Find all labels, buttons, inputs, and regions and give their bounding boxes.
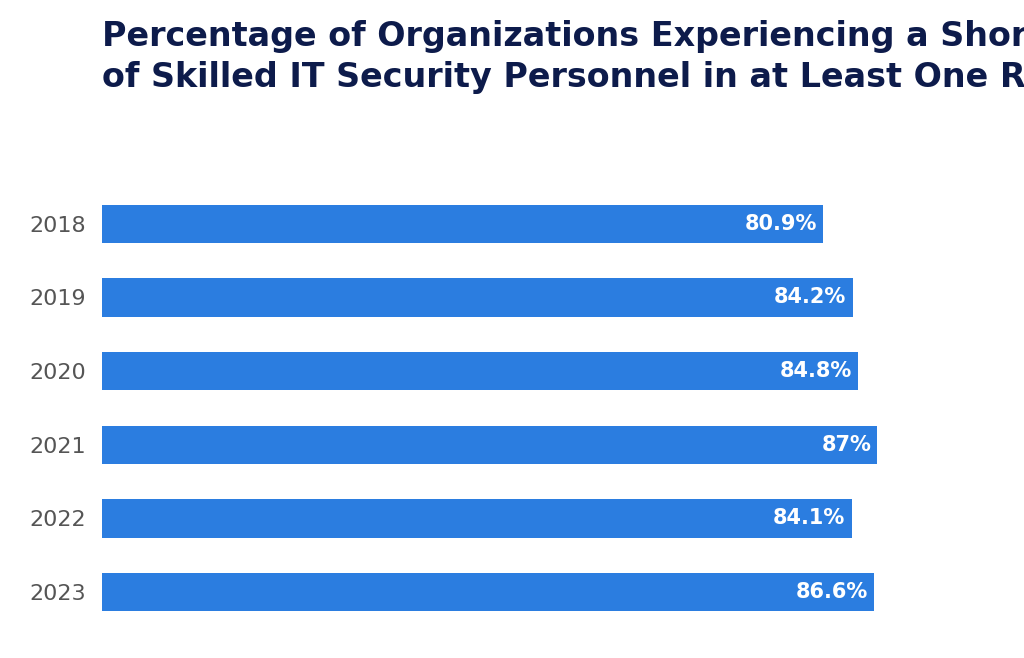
Text: 84.1%: 84.1% [773, 509, 846, 528]
Text: 80.9%: 80.9% [744, 214, 817, 234]
Text: 84.2%: 84.2% [774, 288, 846, 307]
Bar [102, 573, 873, 611]
Bar [102, 278, 853, 316]
Bar [102, 499, 852, 538]
Text: 86.6%: 86.6% [796, 582, 867, 602]
Text: 87%: 87% [821, 435, 871, 455]
Text: Percentage of Organizations Experiencing a Shortfall
of Skilled IT Security Pers: Percentage of Organizations Experiencing… [102, 20, 1024, 93]
Bar [102, 205, 823, 243]
Text: 84.8%: 84.8% [779, 361, 852, 381]
Bar [102, 352, 858, 390]
Bar [102, 426, 878, 464]
